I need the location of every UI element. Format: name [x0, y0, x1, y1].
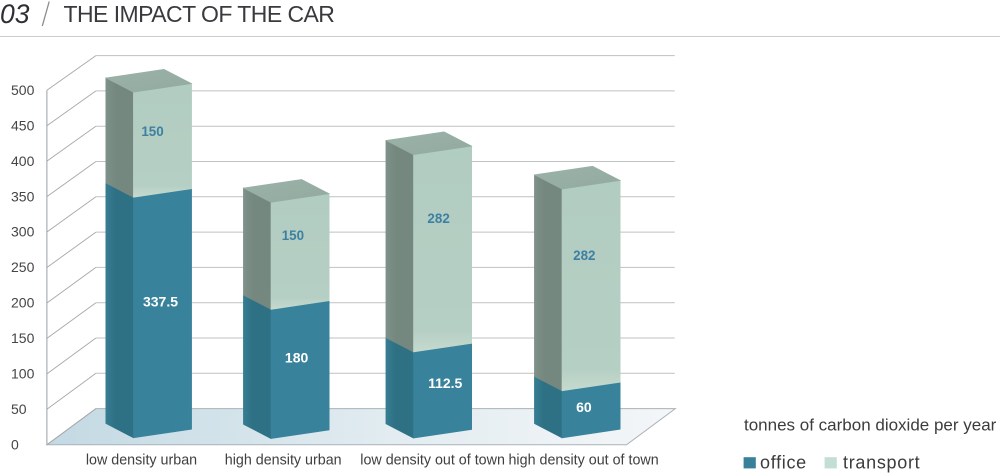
- svg-text:112.5: 112.5: [428, 375, 462, 391]
- svg-text:150: 150: [11, 330, 35, 346]
- svg-text:250: 250: [11, 259, 35, 275]
- svg-text:300: 300: [11, 224, 35, 240]
- svg-text:0: 0: [11, 437, 19, 453]
- svg-text:high density urban: high density urban: [225, 452, 342, 468]
- svg-text:282: 282: [573, 248, 595, 263]
- svg-text:400: 400: [11, 153, 35, 169]
- svg-text:350: 350: [11, 188, 35, 204]
- svg-text:150: 150: [141, 124, 163, 139]
- svg-text:50: 50: [11, 401, 27, 417]
- svg-text:THE IMPACT OF THE CAR: THE IMPACT OF THE CAR: [64, 1, 335, 27]
- svg-text:low density urban: low density urban: [86, 452, 197, 468]
- svg-text:tonnes of carbon dioxide per y: tonnes of carbon dioxide per year: [744, 416, 997, 435]
- svg-text:282: 282: [427, 211, 449, 226]
- svg-text:office: office: [760, 453, 807, 473]
- svg-text:100: 100: [11, 366, 35, 382]
- svg-text:337.5: 337.5: [143, 294, 178, 310]
- svg-text:high density out of town: high density out of town: [508, 452, 658, 468]
- svg-text:200: 200: [11, 295, 35, 311]
- svg-text:transport: transport: [843, 453, 920, 473]
- svg-text:180: 180: [285, 349, 309, 365]
- svg-text:03: 03: [0, 0, 30, 29]
- svg-text:low density out of town: low density out of town: [360, 452, 505, 468]
- svg-text:150: 150: [282, 228, 304, 243]
- svg-text:60: 60: [576, 399, 592, 415]
- svg-text:500: 500: [11, 82, 35, 98]
- svg-text:450: 450: [11, 117, 35, 133]
